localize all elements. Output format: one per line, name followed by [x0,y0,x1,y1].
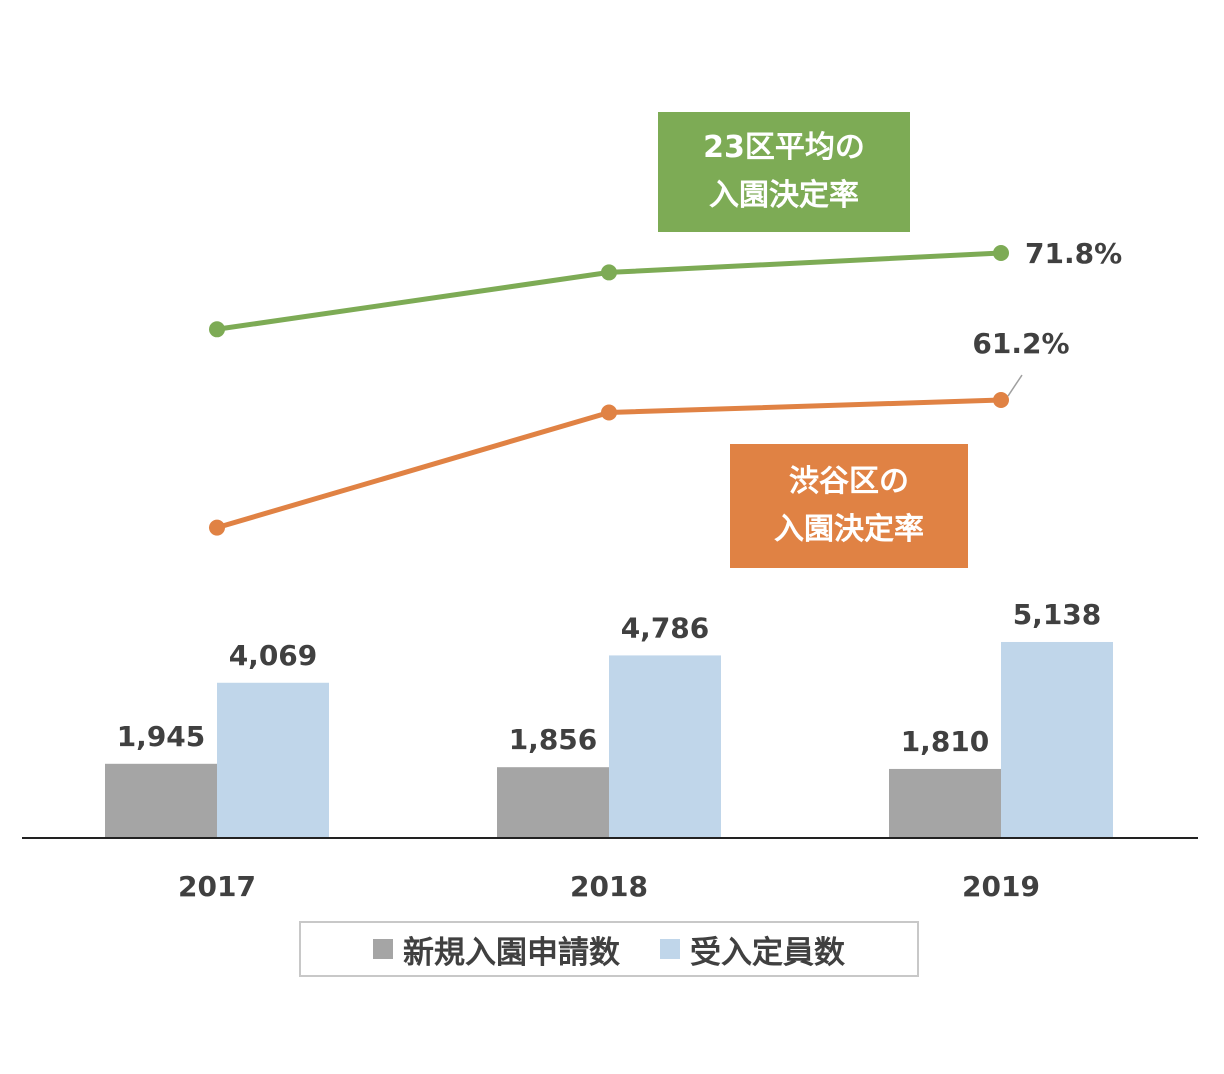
data-point [209,519,225,536]
data-label: 1,945 [117,720,206,753]
legend-label: 受入定員数 [690,934,845,971]
bar [889,768,1001,838]
tag-line: 23区平均の [703,130,865,165]
legend-item: 受入定員数 [660,927,845,972]
data-point [209,321,225,338]
legend-label: 新規入園申請数 [403,934,620,971]
legend-item: 新規入園申請数 [373,927,620,972]
bar [105,763,217,838]
data-label: 4,786 [621,611,710,644]
tag-23ku-average: 23区平均の 入園決定率 [658,112,910,232]
data-label: 1,856 [509,723,598,756]
data-label: 71.8% [1025,237,1122,270]
bar [609,655,721,838]
tag-line: 渋谷区の [789,464,909,499]
tag-shibuya: 渋谷区の 入園決定率 [730,444,968,568]
x-tick-label: 2018 [570,870,648,903]
leader-line [1007,374,1023,397]
data-point [993,245,1009,261]
data-label: 5,138 [1013,598,1102,631]
data-point [993,392,1009,409]
bar [1001,641,1113,838]
data-point [601,404,617,421]
x-tick-label: 2017 [178,870,256,903]
data-point [601,264,617,281]
x-tick-label: 2019 [962,870,1040,903]
data-label: 61.2% [972,327,1069,360]
data-label: 1,810 [901,725,990,758]
tag-line: 入園決定率 [709,178,859,213]
legend-swatch [660,939,680,959]
tag-line: 入園決定率 [774,512,924,547]
bar [497,767,609,838]
legend-swatch [373,939,393,959]
legend: 新規入園申請数 受入定員数 [299,921,919,977]
bar [217,682,329,838]
data-label: 4,069 [229,639,318,672]
